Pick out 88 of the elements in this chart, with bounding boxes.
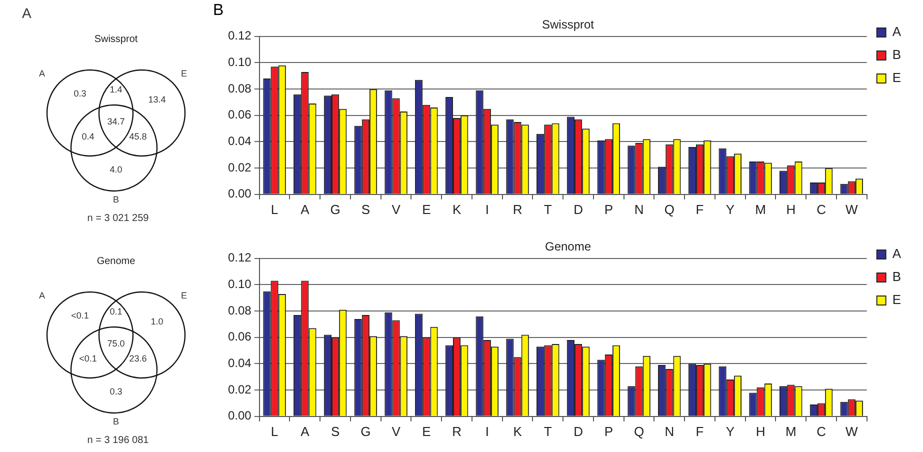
- legend-label: B: [892, 47, 901, 62]
- x-tick-label: R: [512, 202, 522, 217]
- x-tick-label: F: [696, 202, 704, 217]
- y-tick-label: 0.00: [228, 186, 252, 201]
- text: 1.0: [150, 316, 164, 326]
- x-tick-label: F: [696, 424, 704, 439]
- y-tick-label: 0.12: [228, 28, 252, 43]
- x-tick-label: A: [300, 202, 310, 217]
- text: 0.4: [82, 132, 94, 142]
- x-tick-label: W: [846, 424, 858, 439]
- x-tick-label: Q: [664, 202, 674, 217]
- x-tick-label: M: [755, 202, 766, 217]
- x-tick-label: G: [330, 202, 340, 217]
- text: E: [180, 68, 188, 78]
- text: Genome: [96, 256, 136, 267]
- legend-label: E: [892, 70, 902, 86]
- x-tick-label: H: [756, 424, 766, 439]
- text: Swissprot: [93, 34, 139, 45]
- x-tick-label: K: [513, 424, 522, 439]
- text: 13.4: [148, 94, 166, 104]
- text: 23.6: [129, 354, 147, 364]
- y-tick-label: 0.10: [228, 277, 252, 292]
- y-tick-label: 0.00: [228, 408, 252, 423]
- x-tick-label: A: [300, 424, 310, 439]
- x-tick-label: T: [544, 424, 552, 439]
- x-tick-label: V: [392, 424, 401, 439]
- text: B: [112, 194, 120, 204]
- y-tick-label: 0.04: [228, 356, 252, 370]
- y-tick-label: 0.12: [228, 250, 252, 265]
- x-tick-label: T: [544, 202, 552, 217]
- x-tick-label: Y: [726, 424, 735, 439]
- text: 75.0: [107, 338, 125, 348]
- x-tick-label: P: [604, 202, 613, 217]
- x-tick-label: L: [270, 202, 278, 217]
- x-tick-label: N: [634, 202, 644, 217]
- text: 4.0: [110, 164, 122, 174]
- text: 0.1: [110, 306, 122, 316]
- x-tick-label: K: [452, 202, 462, 217]
- y-tick-label: 0.10: [228, 55, 252, 70]
- x-tick-label: D: [574, 202, 583, 217]
- x-tick-label: N: [664, 424, 674, 439]
- x-tick-label: Y: [726, 202, 735, 217]
- y-tick-label: 0.08: [228, 81, 252, 96]
- y-tick-label: 0.06: [228, 330, 252, 344]
- x-tick-label: E: [422, 424, 432, 439]
- x-tick-label: M: [785, 424, 796, 439]
- x-tick-label: H: [786, 202, 796, 217]
- text: B: [112, 416, 120, 426]
- chart-title: Genome: [544, 240, 592, 254]
- y-tick-label: 0.08: [228, 303, 252, 318]
- text: <0.1: [71, 310, 89, 320]
- x-tick-label: L: [270, 424, 278, 439]
- x-tick-label: C: [816, 424, 826, 439]
- text: E: [180, 290, 188, 300]
- text: <0.1: [79, 354, 97, 364]
- x-tick-label: I: [485, 424, 489, 439]
- x-tick-label: D: [574, 424, 583, 439]
- x-tick-label: E: [422, 202, 432, 217]
- x-tick-label: R: [452, 424, 462, 439]
- y-tick-label: 0.04: [228, 134, 252, 148]
- legend-label: A: [892, 24, 902, 40]
- text: A: [22, 5, 32, 21]
- legend-label: B: [892, 269, 901, 284]
- text: n = 3 196 081: [87, 435, 149, 446]
- text: 0.3: [74, 88, 86, 98]
- text: n = 3 021 259: [87, 213, 149, 224]
- x-tick-label: P: [604, 424, 613, 439]
- text: 0.3: [110, 386, 122, 396]
- legend-label: A: [892, 246, 902, 262]
- x-tick-label: S: [361, 202, 370, 217]
- legend-label: E: [892, 292, 902, 308]
- x-tick-label: G: [360, 424, 371, 439]
- text: 34.7: [107, 116, 125, 126]
- x-tick-label: Q: [634, 424, 644, 439]
- text: 1.4: [110, 84, 122, 94]
- y-tick-label: 0.02: [228, 382, 252, 396]
- text: A: [38, 68, 46, 78]
- text: 45.8: [129, 132, 147, 142]
- text: B: [213, 2, 224, 20]
- text: A: [38, 290, 46, 300]
- x-tick-label: W: [846, 202, 858, 217]
- x-tick-label: V: [392, 202, 401, 217]
- y-tick-label: 0.02: [228, 160, 252, 174]
- y-tick-label: 0.06: [228, 108, 252, 122]
- x-tick-label: S: [330, 424, 340, 439]
- x-tick-label: C: [816, 202, 826, 217]
- x-tick-label: I: [485, 202, 489, 217]
- chart-title: Swissprot: [542, 18, 595, 32]
